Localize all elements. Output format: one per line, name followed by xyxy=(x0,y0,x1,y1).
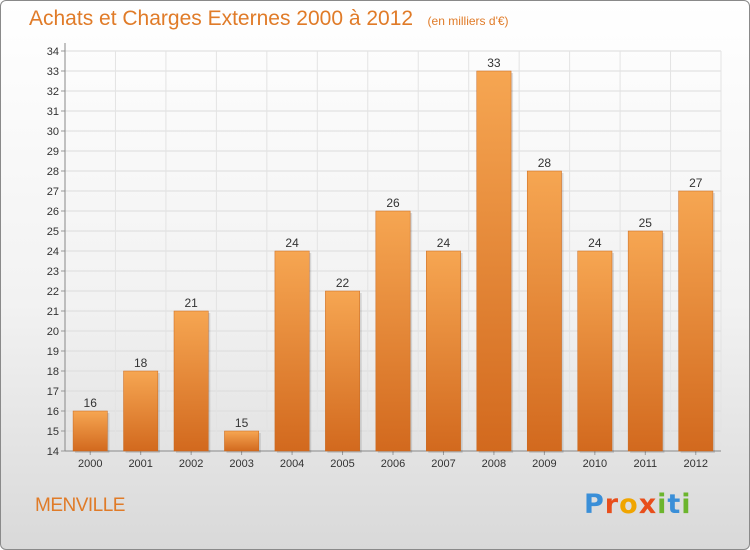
x-tick-label: 2005 xyxy=(330,458,354,470)
commune-name: MENVILLE xyxy=(35,495,125,516)
x-tick-label: 2001 xyxy=(128,458,152,470)
x-tick-label: 2008 xyxy=(482,458,506,470)
bar xyxy=(173,310,209,452)
data-label: 18 xyxy=(134,356,148,370)
bar xyxy=(224,430,260,452)
y-tick-label: 28 xyxy=(47,166,59,178)
chart-subtitle: (en milliers d'€) xyxy=(427,14,509,28)
x-tick-label: 2002 xyxy=(179,458,203,470)
y-tick-label: 33 xyxy=(47,66,59,78)
data-label: 16 xyxy=(84,396,98,410)
y-tick-label: 34 xyxy=(47,46,59,58)
y-tick-label: 29 xyxy=(47,146,59,158)
bar xyxy=(123,370,159,452)
brand-letter: r xyxy=(604,489,620,520)
y-tick-label: 14 xyxy=(47,446,59,458)
y-tick-label: 19 xyxy=(47,346,59,358)
data-label: 21 xyxy=(184,296,198,310)
bar xyxy=(678,190,714,452)
data-label: 33 xyxy=(487,56,501,70)
label-layer: 16 18 21 15 24 22 26 24 33 28 24 25 27 xyxy=(84,56,703,430)
y-tick-label: 21 xyxy=(47,306,59,318)
brand-letter: x xyxy=(638,489,658,520)
brand-letter: o xyxy=(619,489,639,520)
y-tick-label: 23 xyxy=(47,266,59,278)
y-tick-label: 16 xyxy=(47,406,59,418)
x-tick-label: 2007 xyxy=(431,458,455,470)
bar xyxy=(526,170,562,452)
data-label: 24 xyxy=(588,236,602,250)
y-tick-label: 15 xyxy=(47,426,59,438)
y-tick-label: 31 xyxy=(47,106,59,118)
bar-layer xyxy=(72,70,715,453)
chart-title: Achats et Charges Externes 2000 à 2012 xyxy=(29,7,414,30)
y-tick-label: 32 xyxy=(47,86,59,98)
x-tick-label: 2004 xyxy=(280,458,304,470)
bar xyxy=(577,250,613,452)
data-label: 26 xyxy=(386,196,400,210)
data-label: 28 xyxy=(538,156,552,170)
y-tick-label: 27 xyxy=(47,186,59,198)
y-tick-label: 22 xyxy=(47,286,59,298)
data-label: 24 xyxy=(285,236,299,250)
bar xyxy=(72,410,108,452)
x-tick-label: 2011 xyxy=(633,458,657,470)
y-tick-label: 30 xyxy=(47,126,59,138)
data-label: 25 xyxy=(639,216,653,230)
brand-letter: i xyxy=(681,489,692,520)
x-tick-label: 2010 xyxy=(583,458,607,470)
x-tick-label: 2006 xyxy=(381,458,405,470)
bar xyxy=(426,250,461,452)
x-tick-label: 2009 xyxy=(532,458,556,470)
bar xyxy=(476,70,512,452)
y-tick-label: 24 xyxy=(47,246,59,258)
bar xyxy=(274,250,310,452)
y-tick-label: 17 xyxy=(47,386,59,398)
bar xyxy=(325,290,360,452)
y-tick-label: 26 xyxy=(47,206,59,218)
y-tick-label: 20 xyxy=(47,326,59,338)
brand-letter: i xyxy=(657,489,668,520)
y-tick-label: 18 xyxy=(47,366,59,378)
data-label: 27 xyxy=(689,176,703,190)
x-tick-label: 2000 xyxy=(78,458,102,470)
brand-logo: Proxiti xyxy=(584,489,692,520)
brand-letter: t xyxy=(667,489,682,520)
x-tick-label: 2012 xyxy=(684,458,708,470)
data-label: 24 xyxy=(437,236,451,250)
title-row: Achats et Charges Externes 2000 à 2012 (… xyxy=(29,7,509,31)
x-tick-label: 2003 xyxy=(229,458,253,470)
data-label: 15 xyxy=(235,416,249,430)
bar xyxy=(627,230,663,452)
brand-letter: P xyxy=(584,489,605,520)
data-label: 22 xyxy=(336,276,350,290)
bar xyxy=(375,210,411,452)
y-tick-label: 25 xyxy=(47,226,59,238)
